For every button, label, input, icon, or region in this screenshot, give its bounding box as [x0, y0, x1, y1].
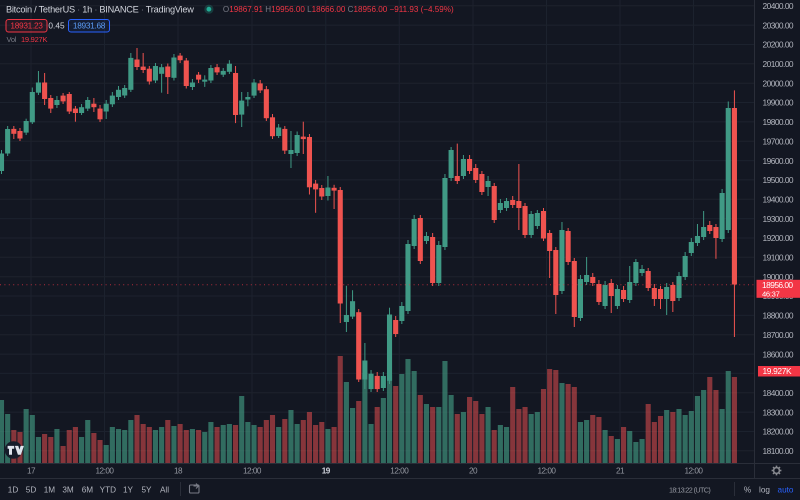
svg-text:19100.00: 19100.00: [763, 253, 794, 263]
svg-text:18:13:22 (UTC): 18:13:22 (UTC): [669, 486, 710, 495]
svg-text:18931.68: 18931.68: [73, 21, 106, 31]
svg-text:19700.00: 19700.00: [763, 136, 794, 146]
svg-text:19800.00: 19800.00: [763, 117, 794, 127]
svg-text:20300.00: 20300.00: [763, 20, 794, 30]
svg-text:12:00: 12:00: [390, 466, 409, 475]
svg-text:17: 17: [27, 466, 36, 475]
svg-text:19.927K: 19.927K: [21, 35, 47, 44]
svg-text:20100.00: 20100.00: [763, 59, 794, 69]
svg-text:21: 21: [616, 466, 625, 475]
svg-text:3M: 3M: [62, 485, 74, 494]
svg-text:18400.00: 18400.00: [763, 388, 794, 398]
svg-text:18200.00: 18200.00: [763, 427, 794, 437]
svg-text:19200.00: 19200.00: [763, 233, 794, 243]
svg-text:19.927K: 19.927K: [763, 366, 793, 376]
svg-text:1Y: 1Y: [123, 485, 134, 494]
svg-text:1M: 1M: [44, 485, 56, 494]
svg-text:0.45: 0.45: [48, 21, 65, 31]
svg-text:18300.00: 18300.00: [763, 407, 794, 417]
svg-text:20400.00: 20400.00: [763, 1, 794, 11]
svg-text:auto: auto: [778, 486, 794, 495]
svg-text:20200.00: 20200.00: [763, 40, 794, 50]
svg-text:12:00: 12:00: [96, 466, 115, 475]
svg-text:19: 19: [322, 466, 331, 475]
svg-text:YTD: YTD: [100, 485, 116, 494]
svg-text:All: All: [160, 485, 169, 494]
svg-text:Bitcoin / TetherUS · 1h · BINA: Bitcoin / TetherUS · 1h · BINANCE · Trad…: [6, 4, 194, 14]
svg-text:%: %: [744, 486, 751, 495]
svg-text:1D: 1D: [8, 485, 19, 494]
svg-text:log: log: [759, 486, 770, 495]
svg-text:12:00: 12:00: [538, 466, 557, 475]
svg-text:18931.23: 18931.23: [10, 21, 43, 31]
svg-text:5Y: 5Y: [141, 485, 152, 494]
svg-text:12:00: 12:00: [243, 466, 262, 475]
svg-text:19000.00: 19000.00: [763, 272, 794, 282]
svg-text:6M: 6M: [82, 485, 94, 494]
svg-text:18100.00: 18100.00: [763, 446, 794, 456]
svg-text:5D: 5D: [26, 485, 37, 494]
svg-text:20000.00: 20000.00: [763, 78, 794, 88]
svg-text:19400.00: 19400.00: [763, 195, 794, 205]
svg-text:18700.00: 18700.00: [763, 330, 794, 340]
svg-text:O19867.91 H19956.00 L18666.00: O19867.91 H19956.00 L18666.00 C18956.00 …: [223, 5, 454, 14]
svg-text:20: 20: [469, 466, 478, 475]
svg-text:18600.00: 18600.00: [763, 349, 794, 359]
svg-text:18: 18: [174, 466, 183, 475]
svg-text:18956.00: 18956.00: [762, 280, 793, 290]
svg-text:12:00: 12:00: [685, 466, 704, 475]
svg-text:19600.00: 19600.00: [763, 156, 794, 166]
svg-text:19500.00: 19500.00: [763, 175, 794, 185]
svg-text:46:37: 46:37: [762, 290, 780, 299]
svg-text:19900.00: 19900.00: [763, 98, 794, 108]
svg-text:19300.00: 19300.00: [763, 214, 794, 224]
svg-text:18800.00: 18800.00: [763, 311, 794, 321]
svg-text:Vol: Vol: [7, 35, 17, 44]
